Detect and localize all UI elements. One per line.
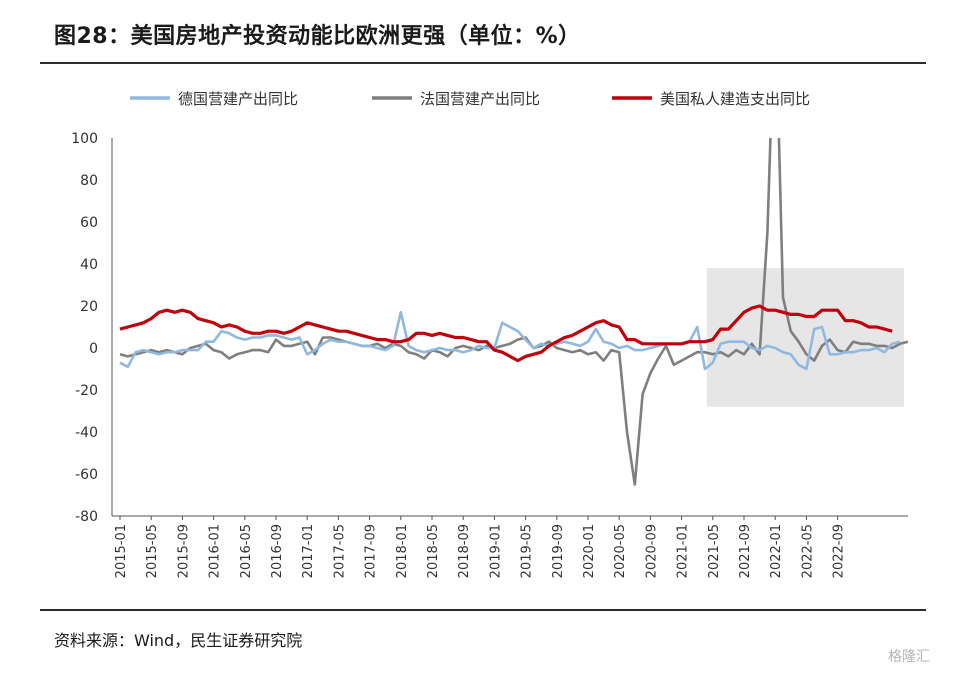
legend: 德国营建产出同比 法国营建产出同比 美国私人建造支出同比 (130, 90, 810, 108)
y-tick-label: -20 (75, 383, 98, 399)
x-tick-label: 2015-01 (114, 524, 129, 578)
y-tick-label: 80 (80, 173, 98, 189)
source-note: 资料来源：Wind，民生证券研究院 (54, 631, 303, 650)
x-tick-label: 2018-09 (457, 524, 472, 578)
legend-label: 德国营建产出同比 (178, 90, 298, 108)
y-tick-label: -80 (75, 509, 98, 525)
x-tick-label: 2022-09 (832, 524, 847, 578)
y-tick-label: 0 (89, 341, 98, 357)
x-tick-label: 2017-09 (364, 524, 379, 578)
x-tick-label: 2020-05 (613, 524, 628, 578)
x-tick-label: 2017-05 (332, 524, 347, 578)
x-tick-label: 2018-01 (395, 524, 410, 578)
x-tick-label: 2021-01 (676, 524, 691, 578)
x-tick-label: 2016-05 (239, 524, 254, 578)
x-tick-label: 2022-05 (800, 524, 815, 578)
series-lines (119, 138, 908, 486)
x-tick-label: 2019-09 (551, 524, 566, 578)
bottom-divider (40, 609, 926, 611)
x-axis-ticks: 2015-01 2015-05 2015-09 2016-01 2016-05 2016-… (114, 516, 847, 578)
y-tick-label: 40 (80, 257, 98, 273)
x-tick-label: 2018-05 (426, 524, 441, 578)
series-line-3 (119, 304, 893, 363)
y-tick-label: -40 (75, 425, 98, 441)
highlight-region (706, 268, 904, 407)
x-tick-label: 2020-01 (582, 524, 597, 578)
y-tick-label: 20 (80, 299, 98, 315)
x-tick-label: 2021-05 (707, 524, 722, 578)
legend-label: 法国营建产出同比 (420, 90, 540, 108)
x-tick-label: 2019-01 (488, 524, 503, 578)
x-tick-label: 2019-05 (520, 524, 535, 578)
y-tick-label: 60 (80, 215, 98, 231)
series-line-2 (119, 138, 908, 486)
chart-title: 图28：美国房地产投资动能比欧洲更强（单位：%） (54, 24, 581, 49)
top-divider (40, 62, 926, 64)
y-axis-ticks: 100 80 60 40 20 0 -20 -40 -60 -80 (71, 131, 98, 525)
x-tick-label: 2020-09 (644, 524, 659, 578)
x-tick-label: 2016-09 (270, 524, 285, 578)
x-tick-label: 2021-09 (738, 524, 753, 578)
series-line-1 (119, 310, 901, 371)
x-tick-label: 2017-01 (301, 524, 316, 578)
x-tick-label: 2015-09 (176, 524, 191, 578)
highlight-rect (706, 268, 904, 407)
watermark: 格隆汇 (888, 649, 930, 665)
y-tick-label: 100 (71, 131, 98, 147)
y-tick-label: -60 (75, 467, 98, 483)
x-tick-label: 2022-01 (769, 524, 784, 578)
legend-label: 美国私人建造支出同比 (660, 90, 810, 108)
x-tick-label: 2015-05 (145, 524, 160, 578)
x-tick-label: 2016-01 (208, 524, 223, 578)
line-chart: 德国营建产出同比 法国营建产出同比 美国私人建造支出同比 100 80 60 40 20 0 -… (71, 90, 908, 578)
